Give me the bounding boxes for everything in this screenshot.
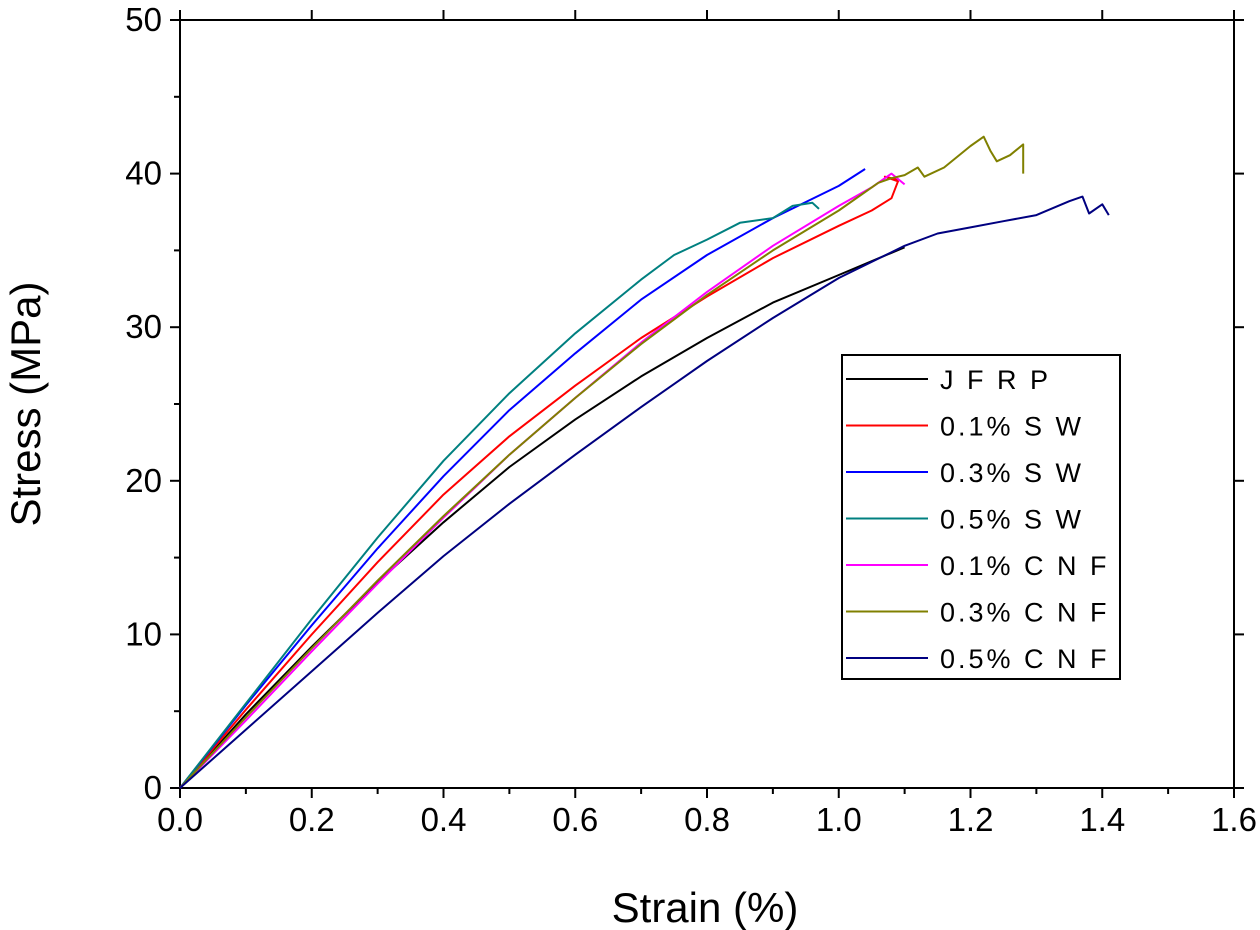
series-line [179, 168, 866, 789]
x-tick-label: 1.2 [948, 801, 994, 838]
series-line [179, 246, 905, 789]
y-tick-label: 10 [125, 615, 162, 652]
series-line [179, 172, 906, 789]
legend-label: J F R P [940, 365, 1051, 395]
x-tick-label: 0.2 [289, 801, 335, 838]
x-tick-label: 0.6 [552, 801, 598, 838]
x-tick-label: 0.4 [421, 801, 467, 838]
legend-label: 0.1% S W [940, 412, 1084, 442]
y-tick-label: 40 [125, 155, 162, 192]
legend-label: 0.1% C N F [940, 551, 1110, 581]
legend-label: 0.3% C N F [940, 598, 1110, 628]
x-tick-label: 0.0 [157, 801, 203, 838]
legend-box [841, 354, 1121, 680]
y-tick-label: 0 [144, 769, 162, 806]
axis-ticks: 0.0 0.2 0.4 0.6 0.8 1.0 1.2 1.4 1.6 0 10 20 30 40 50 [125, 1, 1257, 838]
x-tick-label: 0.8 [684, 801, 730, 838]
legend-label: 0.5% C N F [940, 644, 1110, 674]
y-tick-label: 30 [125, 308, 162, 345]
series-line [179, 195, 1110, 789]
y-tick-label: 50 [125, 1, 162, 38]
legend: J F R P 0.1% S W 0.3% S W 0.5% S W 0.1% C N … [841, 354, 1121, 680]
x-axis-title: Strain (%) [612, 884, 799, 930]
legend-label: 0.3% S W [940, 458, 1084, 488]
x-tick-label: 1.4 [1079, 801, 1125, 838]
y-axis-title: Stress (MPa) [2, 281, 49, 526]
legend-label: 0.5% S W [940, 505, 1084, 535]
x-tick-label: 1.0 [816, 801, 862, 838]
series-line [179, 201, 820, 789]
data-series [179, 135, 1110, 789]
series-line [179, 135, 1025, 789]
x-tick-label: 1.6 [1211, 801, 1257, 838]
y-tick-label: 20 [125, 462, 162, 499]
